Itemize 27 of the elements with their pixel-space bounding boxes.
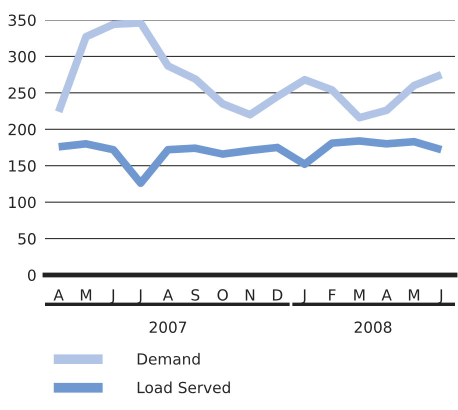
text: 2008 [354,321,392,333]
x-tick-label: M [80,289,92,300]
y-tick-label: 50 [18,233,36,245]
x-tick-label: S [191,289,200,301]
x-tick-label: O [218,289,228,301]
x-tick-label: J [302,289,306,304]
y-tick-label: 100 [9,196,36,208]
y-tick-label: 250 [8,87,36,99]
y-tick-label: 350 [8,14,36,26]
y-tick-label: 200 [8,124,36,136]
x-tick-label: A [54,289,64,300]
legend-label: Load Served [138,381,230,394]
x-tick-label: J [438,289,442,304]
x-tick-label: N [246,289,254,300]
x-tick-label: J [138,289,142,304]
x-tick-label: M [354,289,364,300]
legend-label: Demand [138,352,200,365]
x-tick-label: A [382,289,392,300]
y-tick-label: 0 [28,269,36,282]
x-tick-label: F [329,289,336,300]
text: 2007 [150,321,186,333]
y-tick-label: 150 [9,160,36,172]
x-tick-label: D [272,289,282,300]
x-tick-label: A [162,289,174,300]
y-tick-label: 300 [8,50,36,62]
x-tick-label: M [408,289,420,300]
x-tick-label: J [110,289,114,304]
